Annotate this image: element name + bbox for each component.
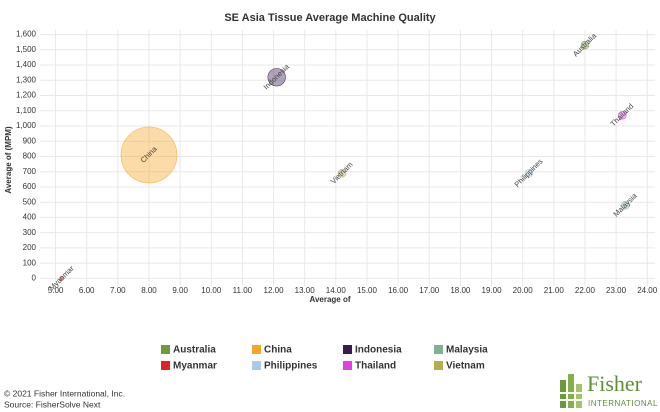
x-tick-label: 23.00	[606, 286, 627, 295]
x-tick-label: 13.00	[295, 286, 316, 295]
x-tick-label: 19.00	[482, 286, 503, 295]
x-tick-label: 7.00	[110, 286, 126, 295]
x-tick-label: 20.00	[513, 286, 534, 295]
bubble	[59, 276, 65, 281]
bubble	[337, 168, 347, 178]
bubble	[267, 68, 286, 87]
y-tick-label: 800	[23, 152, 37, 161]
y-tick-label: 500	[23, 197, 37, 206]
legend-label: Australia	[173, 345, 216, 356]
chart-title: SE Asia Tissue Average Machine Quality	[224, 12, 436, 24]
bubble	[120, 126, 178, 184]
logo-subtitle: INTERNATIONAL	[588, 399, 658, 408]
x-tick-label: 17.00	[419, 286, 440, 295]
x-tick-label: 14.00	[326, 286, 347, 295]
legend-swatch	[161, 345, 170, 354]
legend-label: Myanmar	[173, 361, 217, 372]
x-tick-label: 16.00	[388, 286, 409, 295]
y-tick-label: 600	[23, 182, 37, 191]
y-tick-label: 100	[23, 258, 37, 267]
y-tick-label: 1,600	[16, 30, 37, 39]
y-tick-label: 1,200	[16, 91, 37, 100]
y-tick-label: 400	[23, 213, 37, 222]
legend-swatch	[343, 345, 352, 354]
x-tick-label: 10.00	[201, 286, 222, 295]
y-tick-label: 900	[23, 136, 37, 145]
bubble	[618, 111, 627, 120]
legend-swatch	[434, 345, 443, 354]
y-tick-label: 1,100	[16, 106, 37, 115]
y-axis-label: Average of (MPM)	[4, 126, 13, 194]
bubble	[524, 168, 534, 178]
x-tick-label: 21.00	[544, 286, 565, 295]
legend-swatch	[161, 361, 170, 370]
data-label: Thailand	[609, 102, 636, 129]
legend-label: Philippines	[264, 361, 318, 372]
source: Source: FisherSolve Next	[4, 399, 101, 409]
data-label: Indonesia	[262, 62, 292, 92]
legend-label: Indonesia	[355, 345, 402, 356]
x-tick-label: 11.00	[233, 286, 253, 295]
data-label: Vietnam	[329, 160, 355, 186]
x-tick-label: 8.00	[141, 286, 157, 295]
logo-icon	[560, 374, 582, 408]
y-tick-label: 1,400	[16, 60, 37, 69]
x-axis-label: Average of	[309, 295, 350, 304]
y-tick-label: 1,000	[16, 121, 37, 130]
x-tick-label: 5.00	[48, 286, 64, 295]
y-tick-label: 1,300	[16, 75, 37, 84]
bubble	[621, 200, 630, 210]
legend-label: Vietnam	[446, 361, 485, 372]
copyright: © 2021 Fisher International, Inc.	[4, 388, 125, 398]
y-tick-label: 1,500	[16, 45, 37, 54]
legend-swatch	[252, 345, 261, 354]
y-tick-label: 200	[23, 243, 37, 252]
y-tick-label: 0	[32, 273, 37, 282]
y-tick-label: 700	[23, 167, 37, 176]
y-tick-label: 300	[23, 228, 37, 237]
logo-name: Fisher	[587, 371, 643, 396]
x-tick-label: 18.00	[450, 286, 471, 295]
x-tick-label: 6.00	[79, 286, 95, 295]
x-tick-label: 15.00	[357, 286, 378, 295]
legend-label: Malaysia	[446, 345, 488, 356]
x-tick-label: 9.00	[172, 286, 188, 295]
x-tick-label: 12.00	[264, 286, 285, 295]
legend-swatch	[252, 361, 261, 370]
legend-label: China	[264, 345, 292, 356]
x-tick-label: 22.00	[575, 286, 596, 295]
x-tick-label: 24.00	[637, 286, 658, 295]
legend-swatch	[343, 361, 352, 370]
legend-label: Thailand	[355, 361, 396, 372]
bubble	[580, 40, 590, 50]
legend-swatch	[434, 361, 443, 370]
data-label: Philippines	[513, 157, 545, 189]
